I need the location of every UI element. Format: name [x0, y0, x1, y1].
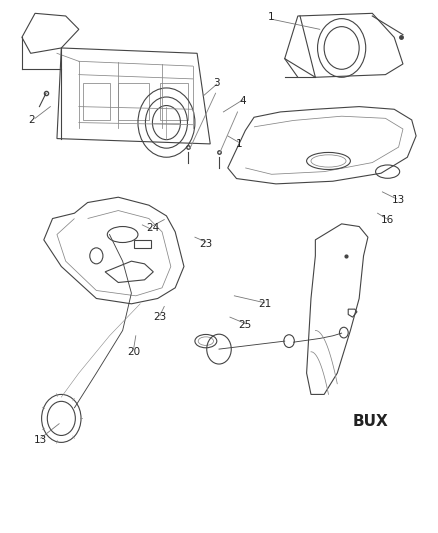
Text: 4: 4 — [240, 96, 247, 106]
Text: 1: 1 — [268, 12, 275, 22]
Text: 23: 23 — [199, 239, 212, 249]
Text: 3: 3 — [213, 78, 220, 87]
Bar — [83, 83, 110, 120]
Text: 24: 24 — [147, 223, 160, 232]
Text: 1: 1 — [235, 139, 242, 149]
Text: 20: 20 — [127, 347, 140, 357]
Bar — [134, 240, 151, 248]
Bar — [118, 83, 149, 120]
Text: 25: 25 — [239, 320, 252, 330]
Text: 21: 21 — [258, 299, 272, 309]
Text: 2: 2 — [28, 115, 35, 125]
Text: 23: 23 — [153, 312, 166, 322]
Text: 13: 13 — [392, 195, 405, 205]
Text: BUX: BUX — [352, 414, 388, 429]
Bar — [160, 83, 188, 120]
Text: 13: 13 — [34, 435, 47, 445]
Text: 16: 16 — [381, 215, 394, 224]
